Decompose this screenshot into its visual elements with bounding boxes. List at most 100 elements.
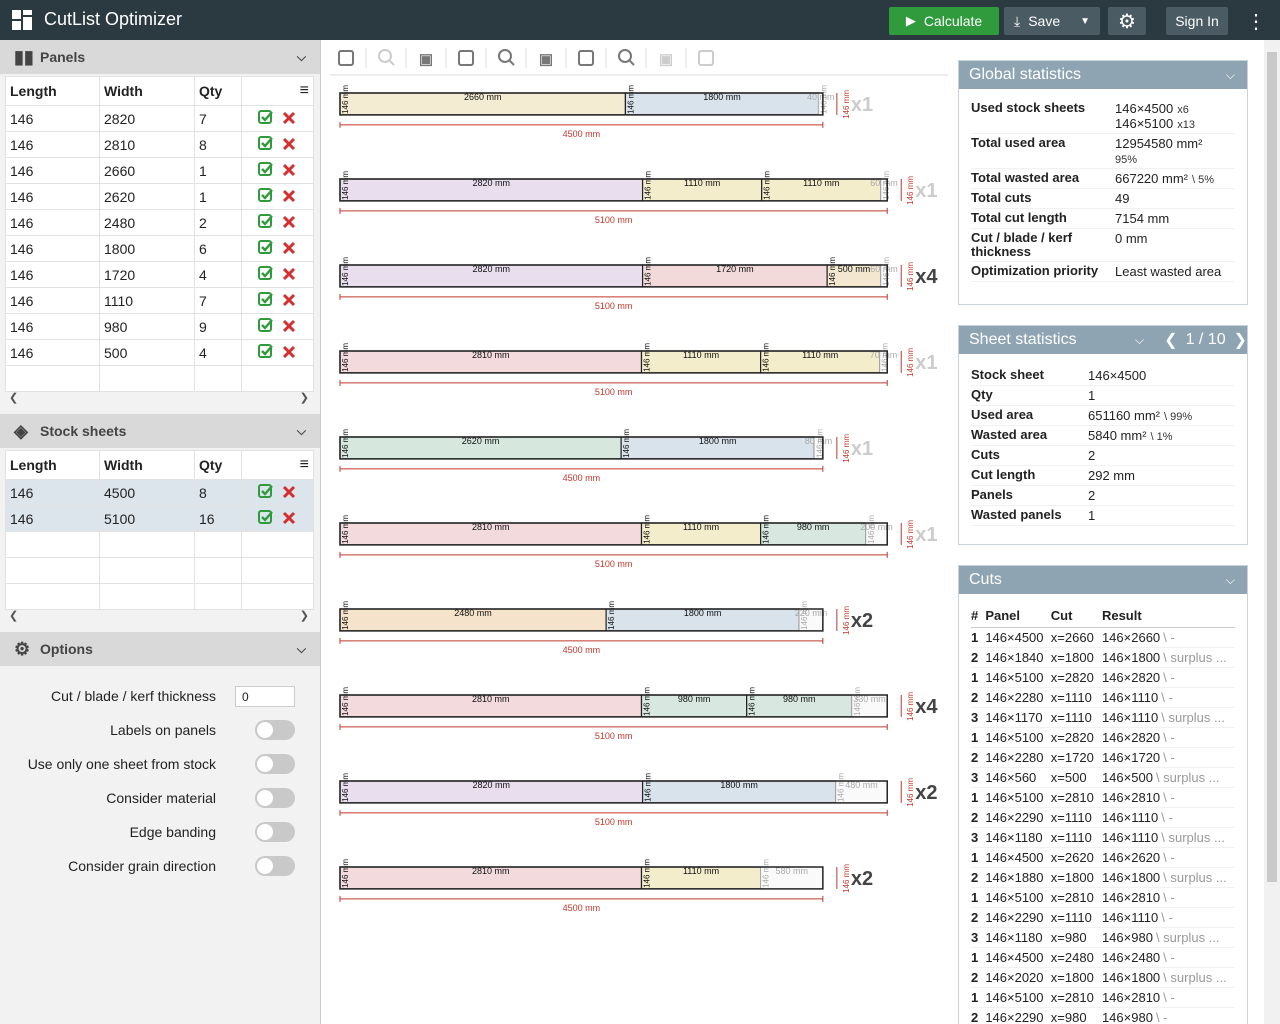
delete-icon[interactable]	[282, 267, 296, 281]
collapse-icon[interactable]: ⌵	[1225, 572, 1235, 587]
table-cell[interactable]: 4500	[99, 479, 195, 506]
delete-icon[interactable]	[282, 241, 296, 255]
collapse-icon[interactable]: ⌵	[296, 641, 306, 656]
collapse-icon[interactable]: ⌵	[1135, 332, 1145, 347]
toggle-switch[interactable]	[255, 856, 295, 876]
section-header[interactable]: ◈ Stock sheets ⌵	[0, 414, 320, 448]
table-cell[interactable]: 146	[5, 287, 100, 314]
toolbar-icon[interactable]	[698, 50, 714, 66]
edit-icon[interactable]	[258, 161, 274, 177]
edit-icon[interactable]	[258, 135, 274, 151]
edit-icon[interactable]	[258, 509, 274, 525]
next-sheet[interactable]: ❯	[1233, 332, 1247, 349]
collapse-icon[interactable]: ⌵	[296, 49, 306, 64]
table-cell[interactable]: 146	[5, 235, 100, 262]
table-cell[interactable]: 4	[194, 339, 242, 366]
table-cell[interactable]: 146	[5, 339, 100, 366]
table-cell[interactable]: 1110	[99, 287, 195, 314]
toolbar-icon[interactable]: ▣	[539, 51, 553, 68]
table-cell[interactable]: 146	[5, 209, 100, 236]
kerf-input[interactable]: 0	[235, 686, 295, 707]
table-menu[interactable]: ≡	[241, 450, 314, 480]
section-header[interactable]: ▮▮ Panels ⌵	[0, 40, 320, 74]
table-cell[interactable]: 146	[5, 105, 100, 132]
table-cell[interactable]: 146	[5, 131, 100, 158]
delete-icon[interactable]	[282, 215, 296, 229]
edit-icon[interactable]	[258, 317, 274, 333]
table-cell[interactable]: 2660	[99, 157, 195, 184]
table-cell[interactable]: 146	[5, 313, 100, 340]
delete-icon[interactable]	[282, 163, 296, 177]
delete-icon[interactable]	[282, 511, 296, 525]
table-cell[interactable]: 980	[99, 313, 195, 340]
table-cell[interactable]: 6	[194, 235, 242, 262]
delete-icon[interactable]	[282, 293, 296, 307]
table-cell[interactable]: 9	[194, 313, 242, 340]
section-header[interactable]: ⚙ Options ⌵	[0, 632, 320, 666]
table-cell[interactable]: 4	[194, 261, 242, 288]
table-cell[interactable]: 146	[5, 261, 100, 288]
edit-icon[interactable]	[258, 265, 274, 281]
table-cell[interactable]: 1	[194, 157, 242, 184]
table-cell[interactable]: 8	[194, 479, 242, 506]
toolbar-icon[interactable]	[498, 49, 515, 66]
table-cell[interactable]: 7	[194, 287, 242, 314]
toolbar-icon[interactable]: ▣	[419, 51, 433, 68]
edit-icon[interactable]	[258, 109, 274, 125]
delete-icon[interactable]	[282, 137, 296, 151]
delete-icon[interactable]	[282, 319, 296, 333]
horizontal-scroll[interactable]: ❮ ❯	[9, 610, 309, 622]
sign-in-button[interactable]: Sign In	[1166, 7, 1228, 35]
edit-icon[interactable]	[258, 187, 274, 203]
toolbar-icon[interactable]	[618, 49, 635, 66]
table-cell[interactable]: 1720	[99, 261, 195, 288]
table-cell[interactable]: 2820	[99, 105, 195, 132]
table-cell[interactable]: 146	[5, 505, 100, 532]
scroll-thumb[interactable]	[1267, 52, 1277, 882]
table-cell[interactable]: 1	[194, 183, 242, 210]
delete-icon[interactable]	[282, 111, 296, 125]
table-cell[interactable]: 2	[194, 209, 242, 236]
toggle-switch[interactable]	[255, 720, 295, 740]
toggle-switch[interactable]	[255, 788, 295, 808]
table-cell[interactable]: 146	[5, 157, 100, 184]
table-cell[interactable]: 2810	[99, 131, 195, 158]
collapse-icon[interactable]: ⌵	[296, 423, 306, 438]
delete-icon[interactable]	[282, 485, 296, 499]
toolbar-icon[interactable]	[378, 49, 395, 66]
table-cell[interactable]: 8	[194, 131, 242, 158]
table-cell[interactable]: 500	[99, 339, 195, 366]
toggle-switch[interactable]	[255, 822, 295, 842]
table-menu[interactable]: ≡	[241, 76, 314, 106]
table-cell[interactable]: 5100	[99, 505, 195, 532]
card-header[interactable]: Global statistics ⌵	[959, 61, 1247, 89]
edit-icon[interactable]	[258, 291, 274, 307]
collapse-icon[interactable]: ⌵	[1225, 67, 1235, 82]
horizontal-scroll[interactable]: ❮ ❯	[9, 392, 309, 404]
toolbar-icon[interactable]: ▣	[659, 51, 673, 68]
edit-icon[interactable]	[258, 213, 274, 229]
table-cell[interactable]: 16	[194, 505, 242, 532]
toolbar-icon[interactable]	[578, 50, 594, 66]
edit-icon[interactable]	[258, 483, 274, 499]
edit-icon[interactable]	[258, 343, 274, 359]
table-cell[interactable]: 2620	[99, 183, 195, 210]
toggle-switch[interactable]	[255, 754, 295, 774]
card-header[interactable]: Cuts ⌵	[959, 566, 1247, 594]
table-cell[interactable]: 146	[5, 183, 100, 210]
toolbar-icon[interactable]	[458, 50, 474, 66]
save-button[interactable]: ⤓ Save ▼	[1004, 7, 1100, 35]
table-cell[interactable]: 2480	[99, 209, 195, 236]
calculate-button[interactable]: ▶ Calculate	[889, 7, 999, 35]
table-cell[interactable]: 7	[194, 105, 242, 132]
settings-button[interactable]: ⚙	[1108, 7, 1146, 35]
table-cell[interactable]: 146	[5, 479, 100, 506]
menu-button[interactable]: ⋮	[1246, 10, 1266, 33]
table-cell[interactable]: 1800	[99, 235, 195, 262]
delete-icon[interactable]	[282, 189, 296, 203]
previous-sheet[interactable]: ❮	[1164, 332, 1178, 349]
toolbar-icon[interactable]	[338, 50, 354, 66]
card-header[interactable]: Sheet statistics ⌵ ❮ 1 / 10 ❯	[959, 326, 1247, 354]
edit-icon[interactable]	[258, 239, 274, 255]
delete-icon[interactable]	[282, 345, 296, 359]
